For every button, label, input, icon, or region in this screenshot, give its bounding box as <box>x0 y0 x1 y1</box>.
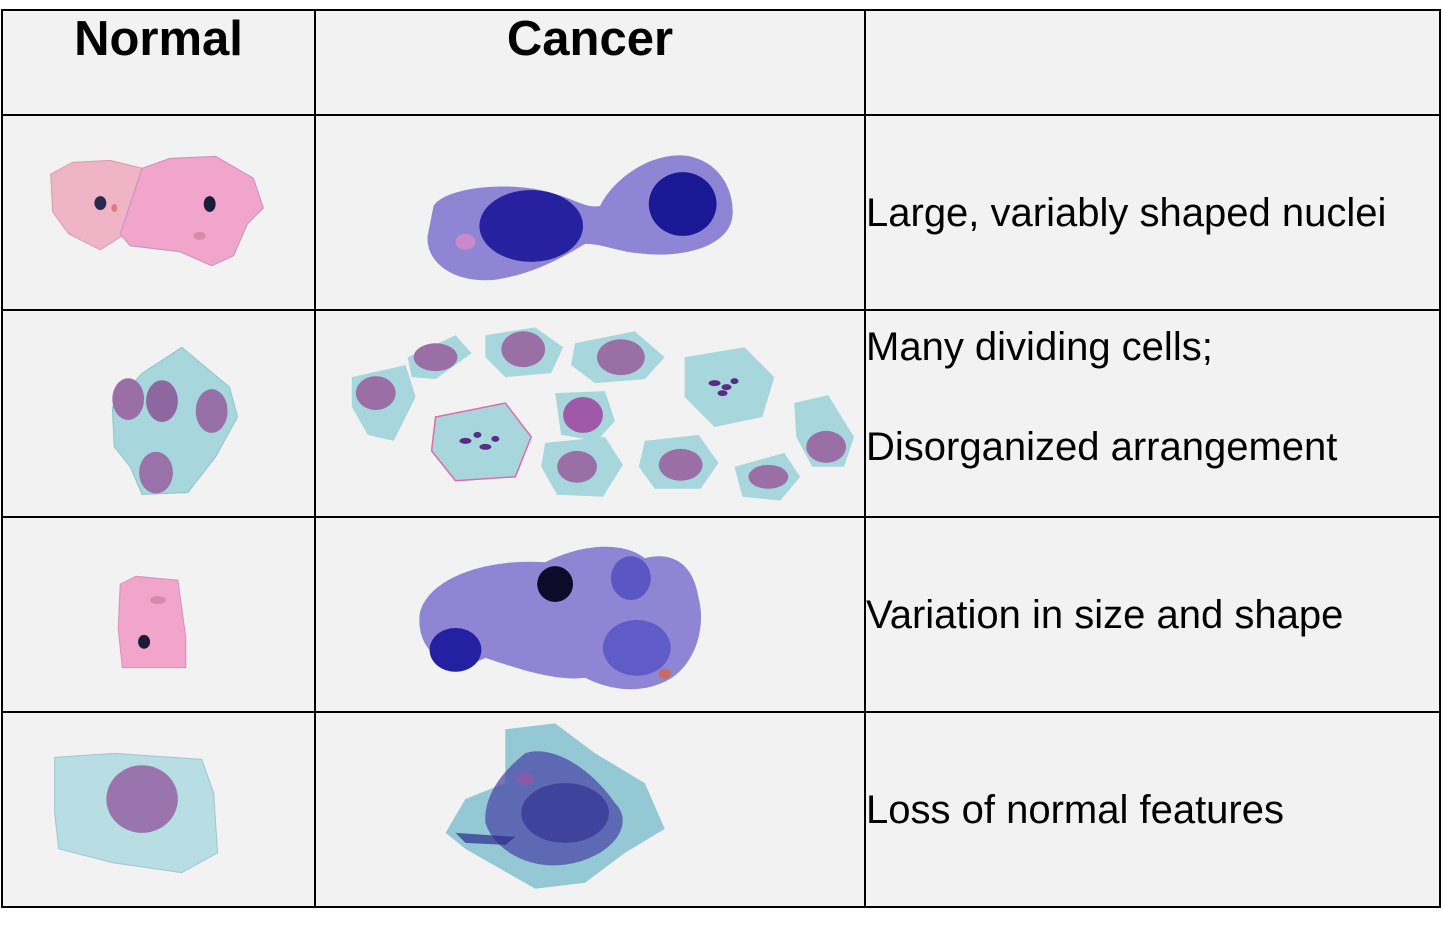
table-row: Loss of normal features <box>1 711 1441 908</box>
feature-description-line1: Many dividing cells; <box>866 325 1213 369</box>
normal-cell-image <box>1 309 316 518</box>
cancer-cell-image <box>314 711 866 908</box>
cancer-dividing-cells-image <box>351 327 855 501</box>
cancer-cells-large-nuclei-image <box>427 155 733 281</box>
table-row: Many dividing cells; Disorganized arrang… <box>1 309 1441 518</box>
feature-description: Large, variably shaped nuclei <box>864 114 1441 311</box>
cancer-cell-loss-of-features-image <box>445 723 665 889</box>
feature-description-line2: Disorganized arrangement <box>866 425 1338 469</box>
comparison-table: Normal Cancer Large, variably shaped nu <box>1 9 1441 908</box>
normal-cell-with-nucleus-image <box>54 752 219 874</box>
cancer-irregular-cells-image <box>419 546 702 690</box>
table-row: Variation in size and shape <box>1 516 1441 713</box>
cancer-cell-image <box>314 114 866 311</box>
normal-cell-image <box>1 114 316 311</box>
feature-description: Many dividing cells; Disorganized arrang… <box>864 309 1441 518</box>
header-cancer: Cancer <box>314 9 866 116</box>
normal-cell-image <box>1 516 316 713</box>
table-row: Large, variably shaped nuclei <box>1 114 1441 311</box>
header-features <box>864 9 1441 116</box>
feature-description: Variation in size and shape <box>864 516 1441 713</box>
normal-squamous-cells-pair-image <box>50 155 264 267</box>
normal-single-cell-image <box>117 575 187 669</box>
header-normal: Normal <box>1 9 316 116</box>
header-row: Normal Cancer <box>1 9 1441 116</box>
normal-cell-image <box>1 711 316 908</box>
cancer-cell-image <box>314 309 866 518</box>
normal-cell-cluster-image <box>111 346 239 495</box>
cancer-cell-image <box>314 516 866 713</box>
feature-description: Loss of normal features <box>864 711 1441 908</box>
